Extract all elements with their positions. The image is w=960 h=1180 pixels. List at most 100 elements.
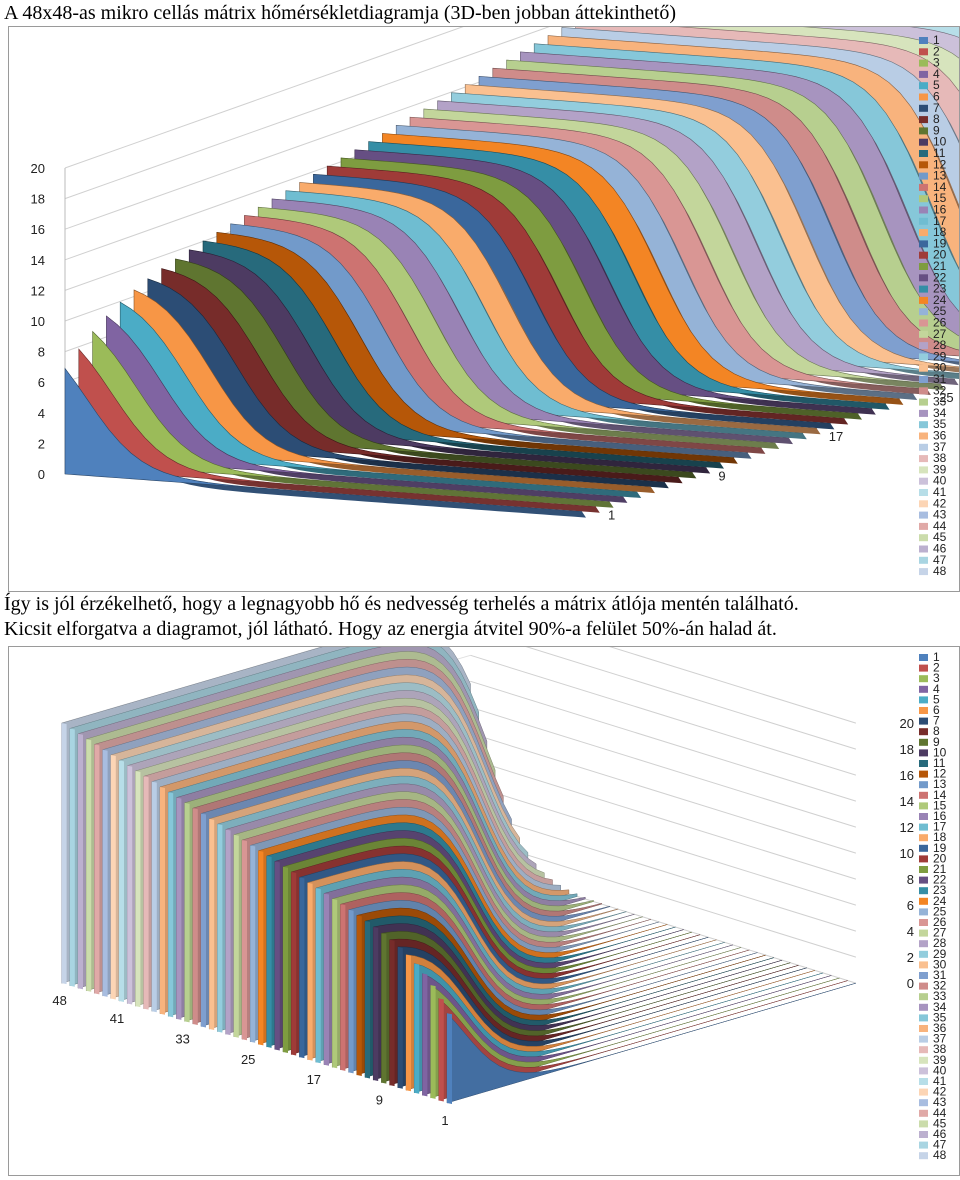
front-legend-swatch-7: [919, 104, 928, 112]
rot-legend-swatch-18: [919, 834, 928, 842]
front-legend-label-47: 47: [933, 553, 947, 567]
rot-legend-swatch-2: [919, 664, 928, 672]
front-legend-swatch-22: [919, 274, 928, 282]
rot-legend-swatch-21: [919, 866, 928, 873]
front-legend-swatch-39: [919, 466, 928, 474]
caption-line-1: Így is jól érzékelhető, hogy a legnagyob…: [4, 593, 799, 615]
front-legend-label-26: 26: [933, 316, 947, 330]
rot-legend-label-42: 42: [933, 1085, 947, 1099]
rot-ribbon-edge-28: [225, 829, 231, 1036]
chart-panel-front: 0246810121416182019172533414812345678910…: [8, 0, 960, 592]
front-z-tick-4: 4: [38, 406, 45, 421]
front-legend-label-42: 42: [933, 496, 947, 510]
rot-legend-label-7: 7: [933, 714, 940, 728]
front-legend-swatch-21: [919, 263, 928, 270]
rot-legend-label-41: 41: [933, 1074, 947, 1088]
front-legend-label-5: 5: [933, 78, 940, 92]
rot-z-tick-2: 2: [907, 950, 914, 965]
rot-depth-tick-1: 1: [441, 1113, 448, 1128]
rot-legend-label-6: 6: [933, 703, 940, 717]
front-legend-swatch-3: [919, 59, 928, 67]
front-legend-label-30: 30: [933, 361, 947, 375]
rot-legend-label-34: 34: [933, 1000, 947, 1014]
rot-legend-label-16: 16: [933, 809, 947, 823]
rot-ribbon-edge-42: [110, 755, 116, 1000]
rot-ribbon-edge-32: [192, 808, 198, 1025]
rot-legend-label-12: 12: [933, 767, 947, 781]
rot-legend-swatch-8: [919, 728, 928, 736]
rot-legend-swatch-23: [919, 887, 928, 895]
front-legend-label-21: 21: [933, 259, 947, 273]
front-ribbon-5: [119, 301, 638, 493]
front-legend-swatch-16: [919, 206, 928, 214]
rot-ribbon-edge-14: [340, 904, 346, 1071]
rot-legend-swatch-5: [919, 696, 928, 704]
front-z-tick-6: 6: [38, 375, 45, 390]
rot-ribbon-edge-22: [274, 861, 280, 1051]
front-ribbon-2: [78, 348, 597, 508]
rot-z-tick-20: 20: [900, 716, 914, 731]
rot-legend-label-36: 36: [933, 1021, 947, 1035]
front-legend-label-17: 17: [933, 214, 947, 228]
rot-ribbon-edge-25: [250, 845, 256, 1043]
rot-legend-label-22: 22: [933, 873, 947, 887]
rot-legend-label-47: 47: [933, 1138, 947, 1152]
rot-legend-label-9: 9: [933, 735, 940, 749]
rot-legend-swatch-14: [919, 791, 928, 799]
rot-ribbon-edge-5: [414, 963, 420, 1094]
rot-ribbon-edge-31: [201, 813, 206, 1028]
rot-legend-swatch-9: [919, 738, 928, 746]
rot-legend-swatch-30: [919, 961, 928, 969]
rot-ribbon-edge-17: [315, 888, 321, 1064]
front-legend-label-48: 48: [933, 564, 947, 578]
front-depth-tick-17: 17: [829, 429, 843, 444]
rot-legend-label-29: 29: [933, 947, 947, 961]
rot-legend-swatch-46: [919, 1131, 928, 1138]
rot-legend-label-48: 48: [933, 1148, 947, 1162]
front-legend-label-22: 22: [933, 270, 947, 284]
rot-legend-label-14: 14: [933, 788, 947, 802]
front-depth-tick-1: 1: [608, 508, 615, 523]
front-legend-label-45: 45: [933, 530, 947, 544]
rot-legend-swatch-7: [919, 717, 928, 725]
rot-legend-swatch-10: [919, 749, 928, 757]
front-legend-label-32: 32: [933, 383, 947, 397]
rot-depth-tick-9: 9: [376, 1093, 383, 1108]
rot-ribbon-edge-39: [135, 770, 141, 1008]
rot-ribbon-edge-6: [406, 954, 411, 1092]
rot-legend-label-33: 33: [933, 989, 947, 1003]
rot-legend-label-17: 17: [933, 820, 947, 834]
front-legend-label-4: 4: [933, 67, 940, 81]
front-gridline-20: [64, 0, 540, 169]
front-legend-swatch-40: [919, 477, 928, 485]
rot-ribbon-edge-45: [86, 739, 92, 992]
rot-legend-label-11: 11: [933, 756, 946, 770]
front-legend-swatch-15: [919, 195, 928, 203]
rot-ribbon-edge-48: [61, 723, 67, 985]
rot-legend-swatch-33: [919, 993, 928, 1001]
front-legend-label-38: 38: [933, 451, 947, 465]
rot-legend-swatch-26: [919, 919, 928, 926]
front-legend-swatch-42: [919, 500, 928, 508]
rot-legend-label-15: 15: [933, 798, 947, 812]
rot-legend-label-3: 3: [933, 671, 940, 685]
rot-gridline-4: [470, 810, 857, 932]
rot-legend-swatch-29: [919, 950, 928, 958]
rot-ribbon-edge-15: [332, 898, 338, 1069]
front-legend-swatch-9: [919, 127, 928, 135]
rot-legend-swatch-4: [919, 685, 928, 693]
caption: Így is jól érzékelhető, hogy a legnagyob…: [4, 592, 799, 642]
front-legend-swatch-37: [919, 443, 928, 451]
rot-ribbon-edge-36: [160, 786, 165, 1015]
rot-legend-swatch-12: [919, 770, 928, 778]
rot-legend-label-38: 38: [933, 1042, 947, 1056]
rot-legend-label-27: 27: [933, 926, 947, 940]
rot-gridline-6: [470, 784, 857, 906]
front-ribbon-7: [147, 278, 666, 483]
chart-panel-rotated: 0 2 4 6 8 10 12 14 16 18 20 1 9 17 25 33 41 48 1 2 3 4 5 6 7 8 9 10…: [8, 602, 960, 1176]
front-legend-label-44: 44: [933, 519, 947, 533]
front-legend-swatch-25: [919, 308, 928, 316]
rot-legend-label-25: 25: [933, 904, 947, 918]
rot-legend-label-5: 5: [933, 692, 940, 706]
front-legend-swatch-47: [919, 556, 928, 564]
